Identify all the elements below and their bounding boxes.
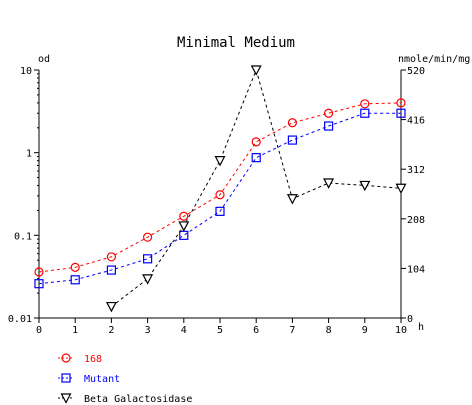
x-tick-label: 0: [36, 325, 42, 336]
data-point: [359, 180, 371, 192]
data-point: [323, 178, 335, 189]
right-axis-label: nmole/min/mg: [398, 54, 470, 65]
right-tick-label: 312: [407, 165, 425, 176]
data-point: [143, 254, 153, 264]
series-line: [38, 112, 401, 285]
data-point: [143, 232, 153, 242]
data-point: [179, 211, 189, 221]
x-tick-label: 3: [145, 325, 151, 336]
right-tick-label: 520: [407, 66, 425, 77]
right-tick-label: 104: [407, 264, 425, 275]
right-tick-label: 0: [407, 314, 413, 325]
right-tick-label: 208: [407, 215, 425, 226]
left-tick-label: 0.01: [8, 314, 32, 325]
x-tick-label: 2: [108, 325, 114, 336]
data-point: [142, 274, 154, 285]
legend-marker: [60, 393, 72, 404]
x-tick-label: 4: [181, 325, 187, 336]
left-tick-label: 0.1: [14, 231, 32, 242]
data-point: [70, 262, 80, 272]
data-point: [360, 108, 370, 118]
x-tick-label: 8: [326, 325, 332, 336]
data-point: [286, 194, 298, 205]
x-tick-label: 7: [289, 325, 295, 336]
data-point: [179, 230, 189, 240]
data-point: [215, 206, 225, 216]
data-point: [324, 121, 334, 131]
data-point: [215, 190, 225, 200]
data-point: [251, 137, 261, 147]
legend-marker: [61, 353, 71, 363]
series-line: [111, 68, 402, 307]
left-tick-label: 10: [20, 66, 32, 77]
data-point: [250, 65, 262, 76]
data-point: [395, 183, 407, 195]
data-point: [178, 221, 190, 232]
data-point: [214, 156, 226, 167]
data-point: [70, 275, 80, 285]
data-point: [396, 98, 406, 108]
legend-label: Mutant: [84, 374, 120, 385]
chart-title: Minimal Medium: [177, 35, 295, 51]
x-tick-label: 6: [253, 325, 259, 336]
data-point: [106, 252, 117, 262]
data-point: [34, 279, 44, 289]
x-tick-label: 1: [72, 325, 78, 336]
x-tick-label: 10: [395, 325, 407, 336]
legend-marker: [61, 373, 71, 383]
data-point: [34, 267, 44, 277]
left-axis-label: od: [38, 54, 50, 65]
data-point: [287, 118, 297, 128]
data-point: [360, 99, 370, 109]
x-tick-label: 5: [217, 325, 223, 336]
x-tick-label: 9: [362, 325, 368, 336]
x-axis-unit: h: [418, 322, 424, 333]
series-line: [38, 102, 402, 273]
right-tick-label: 416: [407, 116, 425, 127]
legend-label: Beta Galactosidase: [84, 394, 192, 405]
data-point: [105, 301, 117, 313]
data-point: [106, 265, 117, 275]
data-point: [287, 135, 297, 145]
data-point: [324, 108, 334, 118]
data-point: [251, 153, 261, 163]
legend-label: 168: [84, 354, 102, 365]
left-tick-label: 1: [26, 149, 32, 160]
data-point: [396, 108, 406, 118]
